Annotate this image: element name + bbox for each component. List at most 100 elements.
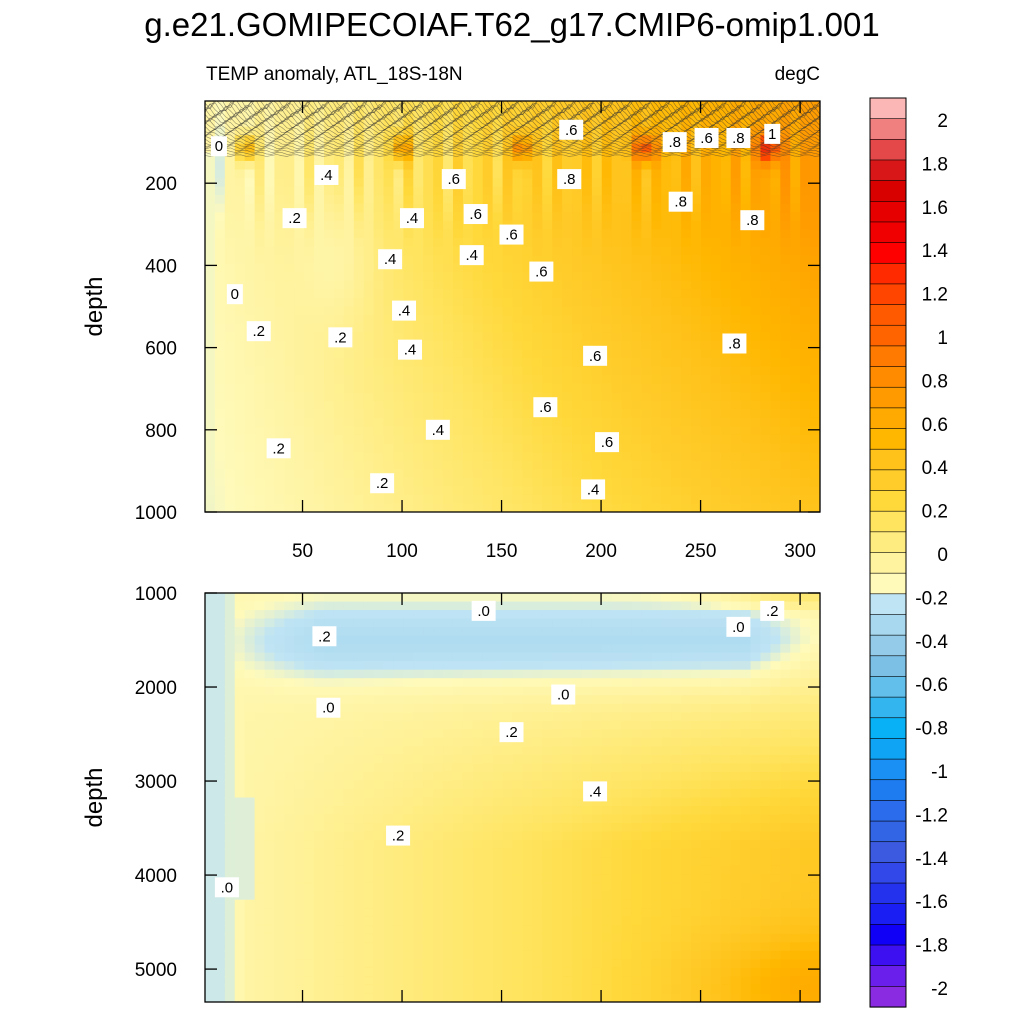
- field-cell: [214, 644, 226, 654]
- field-cell: [264, 695, 276, 705]
- field-cell: [274, 635, 285, 645]
- field-cell: [482, 452, 494, 462]
- field-cell: [502, 669, 514, 679]
- field-cell: [502, 178, 514, 188]
- field-cell: [641, 349, 652, 359]
- field-cell: [472, 806, 484, 816]
- field-cell: [591, 503, 603, 512]
- field-cell: [770, 332, 781, 342]
- field-cell: [413, 452, 424, 462]
- field-cell: [393, 220, 404, 231]
- field-cell: [403, 703, 414, 713]
- field-cell: [710, 255, 722, 265]
- field-cell: [443, 916, 454, 926]
- field-cell: [363, 780, 375, 790]
- field-cell: [393, 993, 404, 1002]
- field-cell: [532, 865, 543, 875]
- field-cell: [750, 135, 762, 145]
- field-cell: [651, 469, 662, 479]
- field-cell: [562, 357, 573, 368]
- field-cell: [572, 737, 583, 747]
- field-cell: [621, 417, 633, 427]
- field-cell: [720, 212, 732, 222]
- field-cell: [343, 874, 355, 884]
- field-cell: [770, 366, 781, 376]
- field-cell: [542, 246, 553, 256]
- field-cell: [681, 160, 692, 171]
- field-cell: [353, 109, 365, 119]
- field-cell: [452, 417, 464, 427]
- field-cell: [304, 729, 315, 739]
- field-cell: [224, 409, 236, 419]
- field-cell: [324, 255, 335, 265]
- field-cell: [324, 392, 335, 402]
- field-cell: [284, 950, 295, 960]
- field-cell: [333, 101, 345, 111]
- field-cell: [562, 967, 573, 978]
- field-cell: [343, 627, 355, 637]
- field-cell: [641, 392, 652, 402]
- field-cell: [522, 195, 533, 205]
- field-cell: [492, 238, 504, 248]
- field-cell: [254, 357, 266, 368]
- field-cell: [274, 865, 285, 875]
- field-cell: [512, 212, 524, 222]
- field-cell: [353, 686, 365, 696]
- field-cell: [393, 610, 404, 620]
- field-cell: [423, 933, 434, 943]
- field-cell: [641, 289, 652, 299]
- field-cell: [304, 669, 315, 679]
- field-cell: [482, 212, 494, 222]
- field-cell: [681, 486, 692, 496]
- field-cell: [552, 477, 563, 487]
- field-cell: [542, 323, 553, 333]
- contour-label-text: .8: [732, 130, 745, 147]
- field-cell: [631, 383, 643, 393]
- field-cell: [383, 118, 395, 128]
- field-cell: [234, 494, 246, 505]
- field-cell: [254, 916, 266, 926]
- field-cell: [214, 169, 226, 179]
- field-cell: [413, 678, 424, 688]
- field-cell: [403, 186, 414, 196]
- field-cell: [581, 695, 593, 705]
- field-cell: [224, 933, 236, 943]
- field-cell: [443, 601, 454, 611]
- field-cell: [691, 486, 702, 496]
- field-cell: [770, 186, 781, 196]
- field-cell: [423, 340, 434, 350]
- field-cell: [452, 255, 464, 265]
- field-cell: [413, 494, 424, 505]
- field-cell: [373, 780, 385, 790]
- field-cell: [522, 627, 533, 637]
- field-cell: [730, 169, 742, 179]
- field-cell: [462, 754, 474, 765]
- field-cell: [472, 669, 484, 679]
- field-cell: [710, 486, 722, 496]
- field-cell: [581, 661, 593, 671]
- field-cell: [810, 126, 820, 136]
- field-cell: [492, 203, 504, 213]
- field-cell: [284, 925, 295, 935]
- field-cell: [264, 652, 276, 662]
- field-cell: [780, 118, 791, 128]
- field-cell: [502, 814, 514, 824]
- field-cell: [492, 289, 504, 299]
- field-cell: [343, 763, 355, 773]
- field-cell: [552, 332, 563, 342]
- field-cell: [482, 891, 494, 901]
- field-cell: [552, 452, 563, 462]
- field-cell: [304, 169, 315, 179]
- field-cell: [472, 434, 484, 445]
- field-cell: [343, 644, 355, 654]
- field-cell: [482, 754, 494, 765]
- field-cell: [443, 729, 454, 739]
- field-cell: [363, 686, 375, 696]
- field-cell: [512, 486, 524, 496]
- field-cell: [452, 220, 464, 231]
- field-cell: [492, 703, 504, 713]
- field-cell: [522, 315, 533, 325]
- field-cell: [274, 737, 285, 747]
- field-cell: [324, 280, 335, 290]
- field-cell: [264, 814, 276, 824]
